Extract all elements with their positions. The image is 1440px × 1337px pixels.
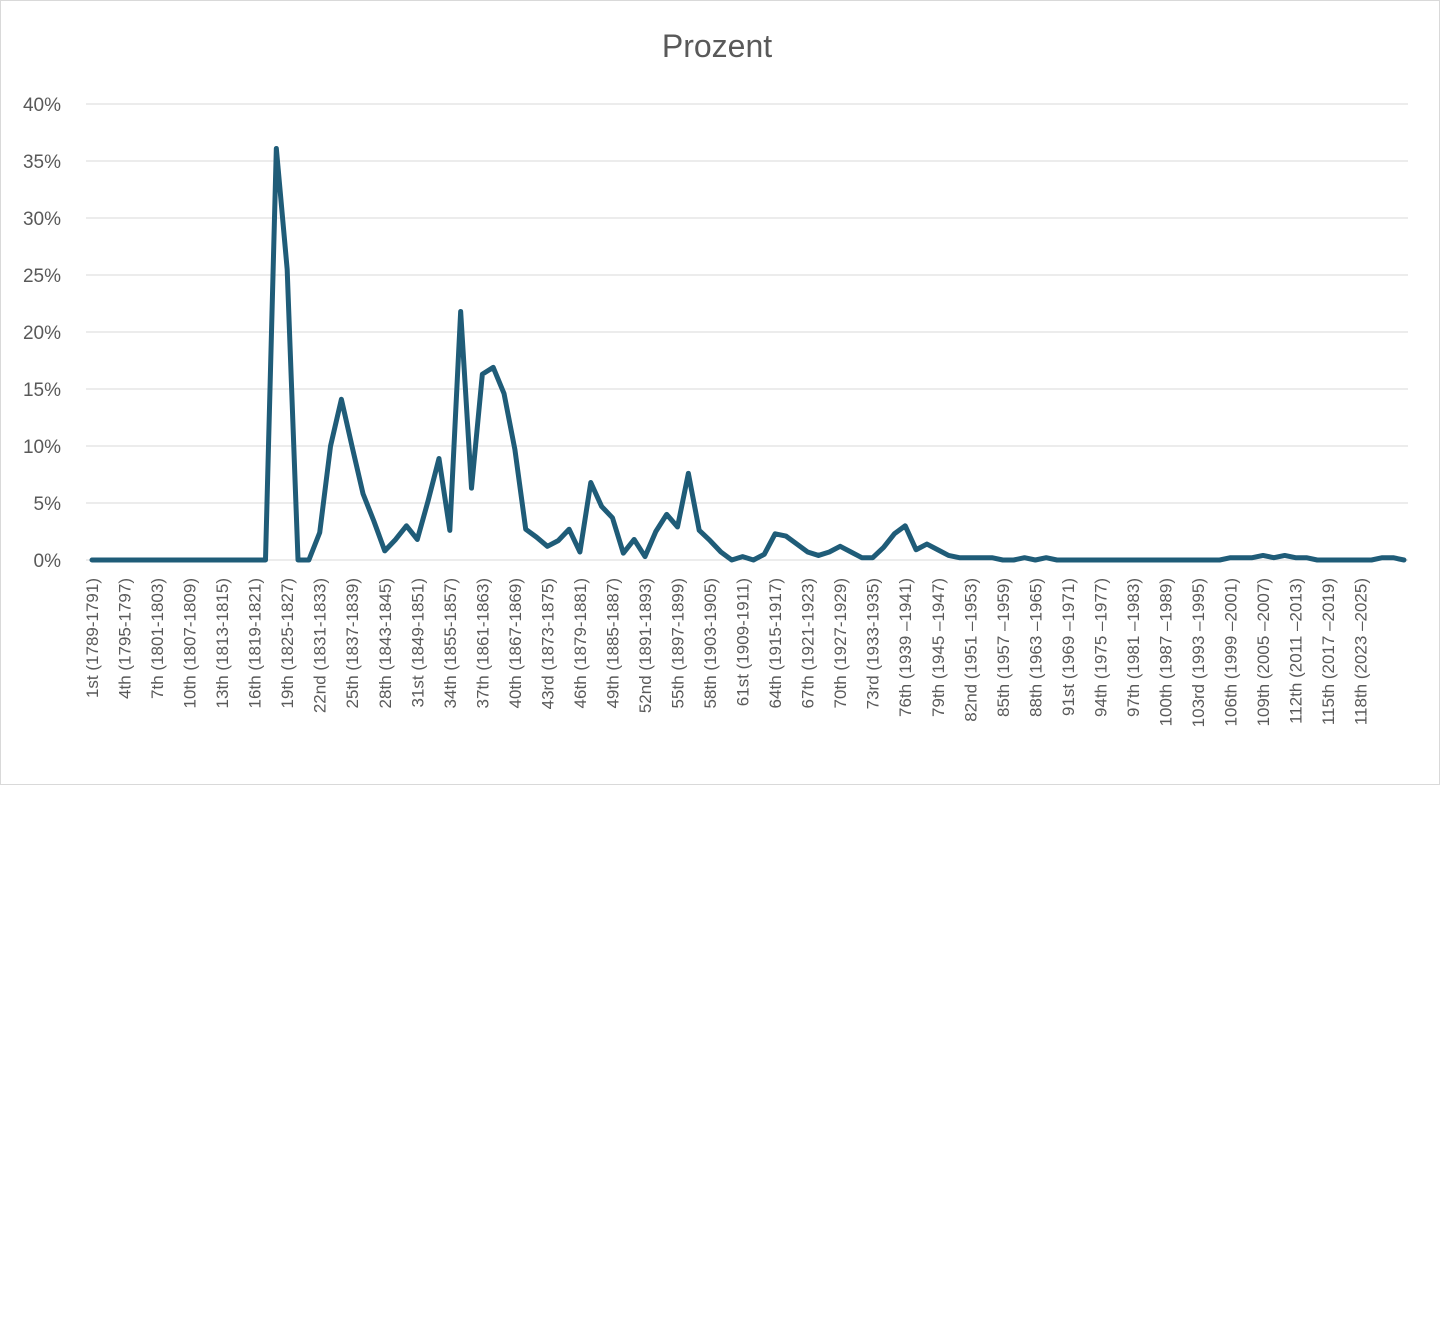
x-tick-label: 49th (1885-1887)	[603, 578, 622, 708]
x-tick-label: 79th (1945 –1947)	[929, 578, 948, 717]
x-tick-label: 1st (1789-1791)	[83, 578, 102, 698]
x-tick-label: 70th (1927-1929)	[831, 578, 850, 708]
x-tick-label: 25th (1837-1839)	[343, 578, 362, 708]
x-tick-label: 106th (1999 –2001)	[1222, 578, 1241, 726]
gridlines	[86, 103, 1408, 561]
x-tick-label: 67th (1921-1923)	[799, 578, 818, 708]
y-tick-label: 15%	[23, 380, 61, 401]
chart-frame	[0, 0, 1440, 785]
x-tick-label: 100th (1987 –1989)	[1156, 578, 1175, 726]
x-tick-label: 112th (2011 –2013)	[1287, 578, 1306, 724]
x-tick-label: 61st (1909-1911)	[734, 578, 753, 706]
x-tick-label: 52nd (1891-1893)	[636, 578, 655, 713]
x-tick-label: 16th (1819-1821)	[246, 578, 265, 708]
x-tick-label: 22nd (1831-1833)	[311, 578, 330, 713]
x-tick-label: 7th (1801-1803)	[148, 578, 167, 699]
x-tick-label: 37th (1861-1863)	[473, 578, 492, 708]
x-tick-label: 4th (1795-1797)	[116, 578, 135, 699]
y-tick-label: 35%	[23, 152, 61, 173]
x-tick-label: 97th (1981 –1983)	[1124, 578, 1143, 717]
x-tick-label: 43rd (1873-1875)	[538, 578, 557, 709]
x-tick-label: 55th (1897-1899)	[669, 578, 688, 708]
x-tick-label: 109th (2005 –2007)	[1254, 578, 1273, 726]
x-tick-label: 19th (1825-1827)	[278, 578, 297, 708]
y-tick-label: 10%	[23, 437, 61, 458]
x-tick-label: 85th (1957 –1959)	[994, 578, 1013, 717]
chart-title: Prozent	[662, 28, 772, 64]
x-tick-label: 103rd (1993 –1995)	[1189, 578, 1208, 727]
x-tick-label: 73rd (1933-1935)	[864, 578, 883, 709]
x-tick-label: 34th (1855-1857)	[441, 578, 460, 708]
x-tick-label: 64th (1915-1917)	[766, 578, 785, 708]
y-axis-ticks: 0% 5% 10% 15% 20% 25% 30% 35% 40%	[23, 95, 61, 572]
x-tick-label: 13th (1813-1815)	[213, 578, 232, 708]
x-tick-label: 94th (1975 –1977)	[1091, 578, 1110, 717]
x-tick-label: 118th (2023 –2025)	[1352, 578, 1371, 725]
y-tick-label: 40%	[23, 95, 61, 116]
x-tick-label: 46th (1879-1881)	[571, 578, 590, 708]
x-tick-label: 82nd (1951 –1953)	[961, 578, 980, 722]
x-tick-label: 88th (1963 –1965)	[1026, 578, 1045, 717]
x-axis-ticks: 1st (1789-1791) 4th (1795-1797) 7th (1801-…	[83, 578, 1371, 727]
y-tick-label: 20%	[23, 323, 61, 344]
x-tick-label: 10th (1807-1809)	[181, 578, 200, 708]
series-layer	[89, 145, 1407, 563]
y-tick-label: 25%	[23, 266, 61, 287]
x-tick-label: 91st (1969 –1971)	[1059, 578, 1078, 716]
series-line	[89, 145, 1407, 563]
x-tick-label: 115th (2017 –2019)	[1319, 578, 1338, 725]
y-tick-label: 30%	[23, 209, 61, 230]
x-tick-label: 31st (1849-1851)	[408, 578, 427, 707]
y-tick-label: 5%	[34, 494, 62, 515]
y-tick-label: 0%	[34, 551, 62, 572]
x-tick-label: 40th (1867-1869)	[506, 578, 525, 708]
x-tick-label: 58th (1903-1905)	[701, 578, 720, 708]
x-tick-label: 76th (1939 –1941)	[896, 578, 915, 717]
x-tick-label: 28th (1843-1845)	[376, 578, 395, 708]
